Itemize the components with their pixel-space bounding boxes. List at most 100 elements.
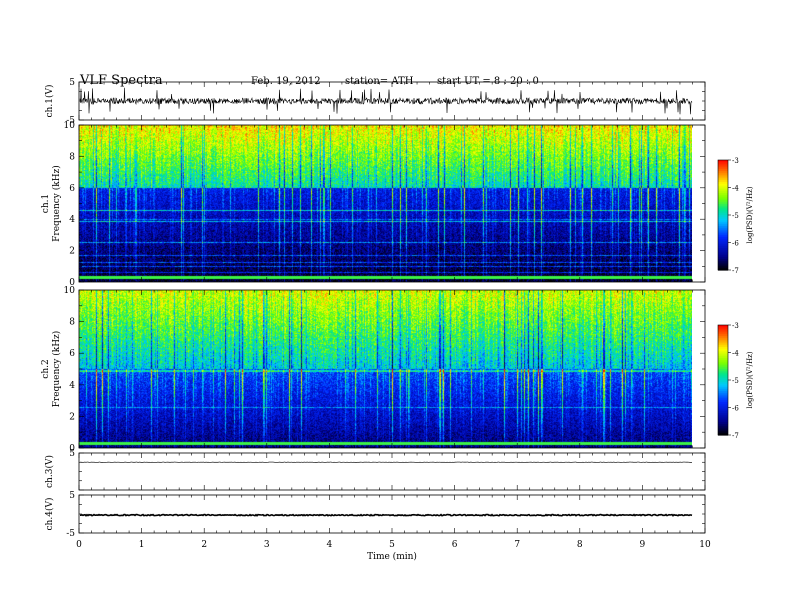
x-tick-label: 1 <box>139 540 145 550</box>
x-tick-label: 6 <box>452 540 458 550</box>
colorbar-cell <box>718 416 728 420</box>
colorbar-tick-label: -4 <box>732 350 739 358</box>
colorbar-cell <box>718 334 728 337</box>
colorbar-cell <box>718 167 728 170</box>
colorbar-cell <box>718 424 728 427</box>
y-tick-label: 8 <box>69 318 75 328</box>
colorbar-cell <box>718 414 728 418</box>
colorbar-cell <box>718 193 728 196</box>
colorbar-cell <box>718 405 728 409</box>
colorbar-cell <box>718 160 728 163</box>
y-tick-label: -5 <box>66 529 75 539</box>
colorbar-cell <box>718 339 728 343</box>
colorbar-cell <box>718 220 728 223</box>
colorbar-cell <box>718 237 728 240</box>
colorbar-cell <box>718 356 728 359</box>
colorbar-cell <box>718 161 728 165</box>
colorbar-cell <box>718 185 728 189</box>
colorbar-cell <box>718 328 728 332</box>
colorbar-cell <box>718 229 728 233</box>
colorbar-cell <box>718 383 728 387</box>
colorbar-cell <box>718 178 728 181</box>
frequency-axis-label: Frequency (kHz) <box>51 165 62 242</box>
colorbar-cell <box>718 260 728 264</box>
colorbar-cell <box>718 387 728 390</box>
colorbar-cell <box>718 413 728 416</box>
voltage-axis-label: ch.4(V) <box>44 498 55 531</box>
colorbar-cell <box>718 235 728 238</box>
x-tick-label: 8 <box>577 540 583 550</box>
colorbar-label: log(PSD)(V²/Hz) <box>746 351 754 408</box>
colorbar-cell <box>718 394 728 398</box>
colorbar-cell <box>718 248 728 251</box>
y-tick-label: 6 <box>69 184 75 194</box>
colorbar-cell <box>718 336 728 339</box>
colorbar-cell <box>718 205 728 209</box>
colorbar-cell <box>718 227 728 231</box>
y-tick-label: 0 <box>69 444 75 454</box>
colorbar-cell <box>718 198 728 201</box>
channel-label: ch.1 <box>41 194 51 213</box>
colorbar-cell <box>718 363 728 366</box>
colorbar-tick-label: -5 <box>732 212 739 220</box>
colorbar-cell <box>718 341 728 344</box>
colorbar-cell <box>718 246 728 249</box>
colorbar-cell <box>718 372 728 376</box>
colorbar-cell <box>718 244 728 247</box>
colorbar-cell <box>718 359 728 363</box>
colorbar-cell <box>718 215 728 218</box>
colorbar-cell <box>718 429 728 432</box>
waveform-trace-ch4-waveform <box>80 513 693 517</box>
colorbar-cell <box>718 431 728 434</box>
colorbar-cell <box>718 191 728 194</box>
colorbar-cell <box>718 182 728 185</box>
colorbar-cell <box>718 425 728 429</box>
colorbar-cell <box>718 264 728 267</box>
spectrogram-image-2 <box>79 290 692 448</box>
x-tick-label: 0 <box>76 540 82 550</box>
colorbar-tick-label: -6 <box>732 240 739 248</box>
colorbar-cell <box>718 255 728 258</box>
y-tick-label: 8 <box>69 152 75 162</box>
channel-label: ch.2 <box>41 359 51 378</box>
colorbar-cell <box>718 222 728 225</box>
colorbar-cell <box>718 392 728 396</box>
y-tick-label: 2 <box>69 412 75 422</box>
colorbar-cell <box>718 326 728 330</box>
colorbar-cell <box>718 422 728 425</box>
colorbar-tick-label: -4 <box>732 185 739 193</box>
colorbar-cell <box>718 224 728 227</box>
y-tick-label: 10 <box>64 286 76 296</box>
chart-title: VLF Spectra <box>80 73 163 88</box>
colorbar-tick-label: -6 <box>732 405 739 413</box>
frequency-axis-label: Frequency (kHz) <box>51 331 62 408</box>
colorbar-cell <box>718 174 728 178</box>
colorbar-cell <box>718 211 728 214</box>
colorbar-cell <box>718 398 728 401</box>
colorbar-cell <box>718 369 728 372</box>
x-tick-label: 10 <box>699 540 711 550</box>
voltage-axis-label: ch.3(V) <box>44 455 55 488</box>
colorbar-cell <box>718 361 728 365</box>
y-tick-label: 5 <box>69 449 75 459</box>
colorbar-tick-label: -3 <box>732 157 739 165</box>
colorbar-cell <box>718 200 728 203</box>
colorbar-cell <box>718 218 728 222</box>
colorbar-cell <box>718 262 728 266</box>
x-tick-label: 2 <box>201 540 207 550</box>
spectrogram-image-1 <box>79 125 692 282</box>
colorbar-tick-label: -7 <box>732 267 739 275</box>
colorbar-cell <box>718 266 728 269</box>
colorbar-cell <box>718 343 728 346</box>
colorbar-cell <box>718 257 728 260</box>
colorbar-cell <box>718 420 728 423</box>
colorbar-cell <box>718 396 728 399</box>
colorbar-cell <box>718 381 728 385</box>
colorbar-cell <box>718 165 728 168</box>
colorbar-cell <box>718 325 728 328</box>
colorbar-cell <box>718 172 728 176</box>
colorbar-cell <box>718 268 728 271</box>
colorbar-cell <box>718 352 728 355</box>
colorbar-cell <box>718 242 728 245</box>
